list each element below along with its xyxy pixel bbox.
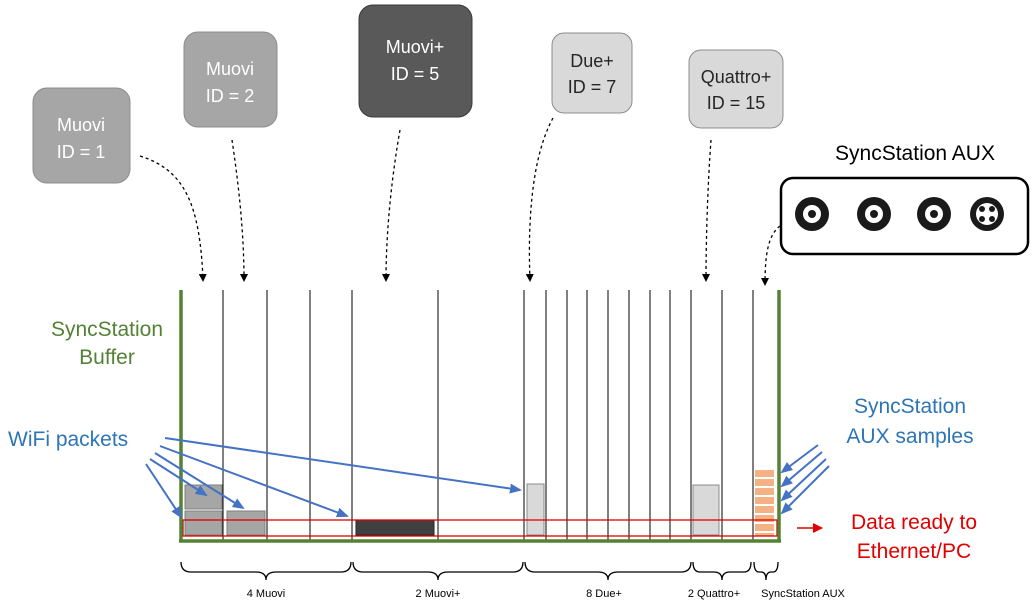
bnc-connector-icon	[917, 197, 951, 231]
four-pin-connector-icon	[970, 197, 1004, 231]
device-to-slot-arrows	[139, 117, 781, 286]
blue-arrow	[780, 465, 830, 515]
group-label: 2 Quattro+	[688, 588, 740, 600]
blue-arrow	[780, 444, 819, 474]
buffer-label: SyncStation	[51, 318, 163, 341]
device-name: Due+	[570, 51, 614, 71]
muovi-packet	[184, 510, 223, 536]
device-id: ID = 2	[206, 86, 255, 106]
brace	[352, 561, 524, 581]
buffer-label: Buffer	[79, 346, 135, 369]
device-name: Muovi+	[386, 37, 445, 57]
blue-arrow	[145, 463, 183, 519]
dashed-arrow	[382, 129, 401, 282]
aux-sample-arrows	[780, 444, 830, 515]
device-box-muovi-1: Muovi ID = 1	[32, 87, 131, 184]
device-name: Quattro+	[701, 67, 772, 87]
quattro-plus-packet	[692, 484, 720, 536]
device-box-muovi-2: Muovi ID = 2	[183, 31, 278, 128]
dashed-arrow	[231, 139, 248, 282]
wifi-packets-label: WiFi packets	[8, 428, 128, 451]
buffer-packets	[184, 470, 774, 536]
blue-arrow	[780, 458, 827, 502]
device-name: Muovi	[57, 115, 105, 135]
data-ready-label: Ethernet/PC	[857, 540, 971, 563]
brace	[524, 561, 692, 581]
aux-samples-label: SyncStation	[854, 395, 966, 418]
device-id: ID = 7	[568, 77, 617, 97]
group-label: 4 Muovi	[247, 588, 286, 600]
group-braces	[180, 561, 779, 581]
dashed-arrow	[139, 155, 207, 282]
wifi-packet-arrows	[145, 437, 522, 519]
blue-arrow	[159, 445, 349, 518]
device-box-muovi-plus-5: Muovi+ ID = 5	[358, 4, 473, 118]
brace	[753, 561, 779, 581]
syncstation-aux-panel: SyncStation AUX	[779, 142, 1030, 256]
group-label: SyncStation AUX	[761, 588, 845, 600]
device-id: ID = 15	[707, 93, 766, 113]
blue-arrow	[154, 452, 245, 510]
muovi-plus-packet	[355, 519, 435, 536]
data-ready-region	[182, 519, 778, 537]
aux-samples-stack	[755, 470, 774, 536]
brace	[692, 561, 752, 581]
muovi-packet	[184, 484, 223, 510]
dashed-arrow	[761, 225, 781, 286]
brace	[180, 561, 352, 581]
group-label: 2 Muovi+	[416, 588, 461, 600]
muovi-packet	[226, 510, 266, 536]
aux-samples-label: AUX samples	[846, 425, 973, 448]
dashed-arrow	[525, 117, 554, 282]
device-box-quattro-plus-15: Quattro+ ID = 15	[688, 49, 784, 129]
bnc-connector-icon	[857, 197, 891, 231]
dashed-arrow	[702, 139, 712, 282]
buffer-slot-dividers	[222, 290, 754, 541]
blue-arrow	[149, 458, 208, 497]
blue-arrow	[780, 451, 823, 488]
syncstation-buffer-frame	[179, 290, 781, 543]
blue-arrow	[164, 437, 522, 494]
device-name: Muovi	[206, 59, 254, 79]
due-plus-packet	[526, 483, 545, 536]
group-label: 8 Due+	[586, 588, 622, 600]
data-ready-label: Data ready to	[851, 511, 977, 534]
aux-title: SyncStation AUX	[835, 142, 995, 165]
device-id: ID = 1	[57, 142, 106, 162]
device-box-due-plus-7: Due+ ID = 7	[551, 32, 633, 114]
bnc-connector-icon	[795, 197, 829, 231]
device-id: ID = 5	[391, 64, 440, 84]
